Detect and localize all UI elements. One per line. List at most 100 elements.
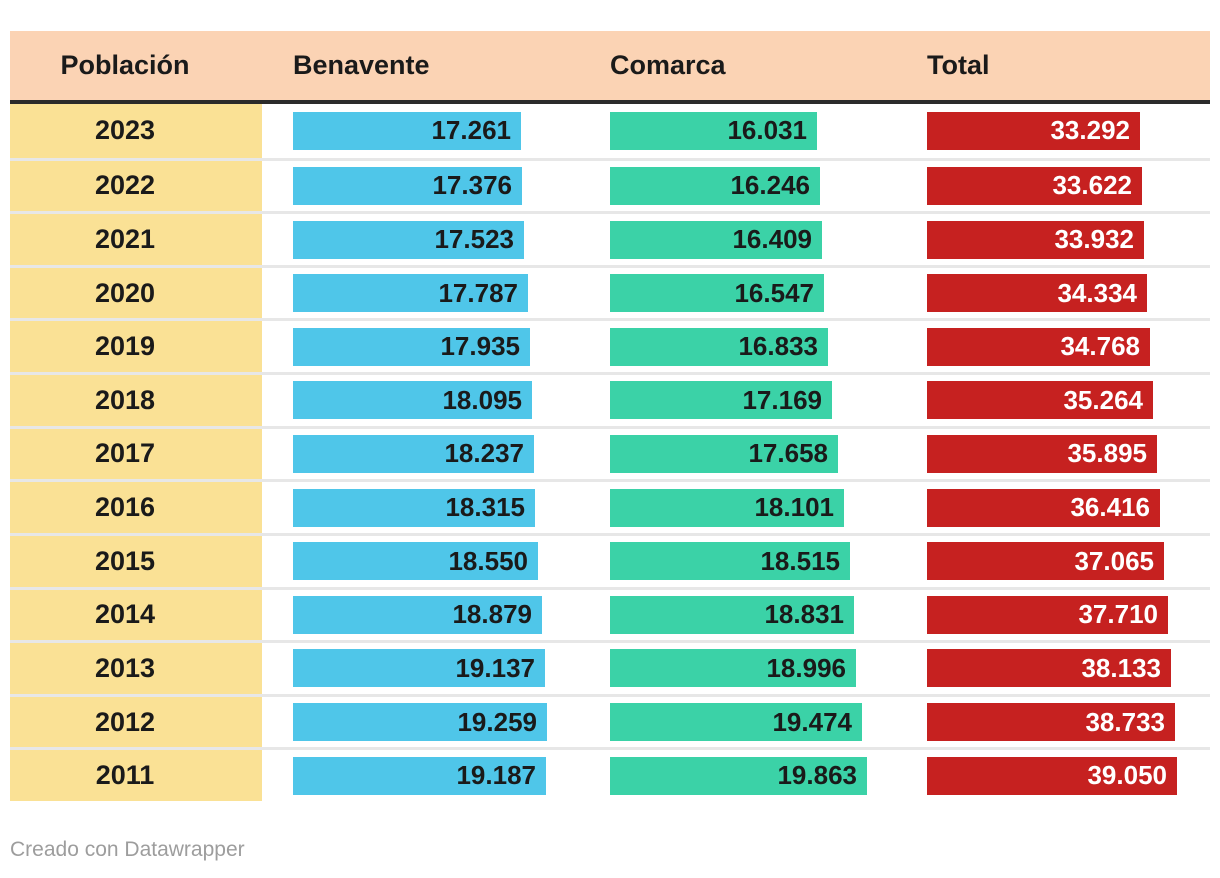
bar-value-label: 33.932 xyxy=(1054,224,1134,255)
benavente-bar: 17.523 xyxy=(293,220,524,259)
year-label: 2017 xyxy=(10,428,262,480)
bar-value-label: 18.101 xyxy=(754,492,834,523)
bar-value-label: 17.935 xyxy=(440,331,520,362)
table-row: 2017 18.237 17.658 35.895 xyxy=(10,425,1210,480)
bar-value-label: 38.133 xyxy=(1081,652,1161,683)
bar-value-label: 16.409 xyxy=(732,224,812,255)
benavente-bar: 17.261 xyxy=(293,111,521,150)
benavente-bar: 17.935 xyxy=(293,327,530,366)
year-label: 2015 xyxy=(10,535,262,587)
header-divider xyxy=(10,100,1210,104)
table-body: 2023 17.261 16.031 33.292 2022 17.376 16.246 33… xyxy=(10,104,1210,801)
bar-value-label: 17.261 xyxy=(431,115,511,146)
benavente-bar: 19.187 xyxy=(293,756,546,795)
column-header-benavente: Benavente xyxy=(293,50,430,80)
table-row: 2023 17.261 16.031 33.292 xyxy=(10,104,1210,158)
bar-value-label: 17.169 xyxy=(742,384,822,415)
comarca-bar: 19.863 xyxy=(610,756,867,795)
bar-value-label: 18.237 xyxy=(444,438,524,469)
total-bar: 38.133 xyxy=(927,649,1171,688)
table-row: 2020 17.787 16.547 34.334 xyxy=(10,264,1210,319)
bar-value-label: 18.315 xyxy=(445,492,525,523)
total-bar: 34.334 xyxy=(927,274,1147,313)
bar-value-label: 37.065 xyxy=(1074,545,1154,576)
year-label: 2021 xyxy=(10,214,262,265)
bar-value-label: 35.895 xyxy=(1067,438,1147,469)
table-row: 2019 17.935 16.833 34.768 xyxy=(10,318,1210,373)
total-bar: 35.895 xyxy=(927,434,1157,473)
bar-value-label: 37.710 xyxy=(1078,599,1158,630)
bar-value-label: 36.416 xyxy=(1070,492,1150,523)
comarca-bar: 16.409 xyxy=(610,220,822,259)
year-label: 2020 xyxy=(10,267,262,319)
bar-value-label: 19.474 xyxy=(772,706,852,737)
bar-value-label: 18.831 xyxy=(764,599,844,630)
bar-value-label: 16.547 xyxy=(734,277,814,308)
bar-value-label: 18.550 xyxy=(448,545,528,576)
total-bar: 38.733 xyxy=(927,703,1175,742)
year-label: 2013 xyxy=(10,643,262,694)
total-bar: 33.292 xyxy=(927,111,1140,150)
year-label: 2019 xyxy=(10,321,262,373)
bar-value-label: 17.787 xyxy=(438,277,518,308)
benavente-bar: 18.095 xyxy=(293,381,532,420)
bar-value-label: 19.187 xyxy=(456,760,536,791)
column-header-poblacion: Población xyxy=(60,50,190,80)
bar-value-label: 19.259 xyxy=(457,706,537,737)
column-header-comarca: Comarca xyxy=(610,50,726,80)
comarca-bar: 18.996 xyxy=(610,649,856,688)
benavente-bar: 18.550 xyxy=(293,542,538,581)
comarca-bar: 16.246 xyxy=(610,166,820,205)
benavente-bar: 18.237 xyxy=(293,434,534,473)
datawrapper-attribution: Creado con Datawrapper xyxy=(10,838,245,861)
bar-value-label: 19.137 xyxy=(455,652,535,683)
total-bar: 36.416 xyxy=(927,488,1160,527)
total-bar: 33.622 xyxy=(927,166,1142,205)
total-bar: 35.264 xyxy=(927,381,1153,420)
table-header: Población Benavente Comarca Total xyxy=(10,31,1210,100)
bar-value-label: 16.031 xyxy=(727,115,807,146)
comarca-bar: 17.658 xyxy=(610,434,838,473)
bar-value-label: 38.733 xyxy=(1085,706,1165,737)
year-label: 2011 xyxy=(10,750,262,801)
benavente-bar: 19.137 xyxy=(293,649,545,688)
benavente-bar: 18.879 xyxy=(293,595,542,634)
bar-value-label: 17.523 xyxy=(434,224,514,255)
total-bar: 33.932 xyxy=(927,220,1144,259)
comarca-bar: 19.474 xyxy=(610,703,862,742)
comarca-bar: 16.031 xyxy=(610,111,817,150)
table-row: 2016 18.315 18.101 36.416 xyxy=(10,479,1210,533)
year-label: 2016 xyxy=(10,482,262,533)
bar-value-label: 33.622 xyxy=(1052,170,1132,201)
total-bar: 37.065 xyxy=(927,542,1164,581)
bar-value-label: 18.095 xyxy=(442,384,522,415)
comarca-bar: 18.515 xyxy=(610,542,850,581)
year-label: 2018 xyxy=(10,375,262,426)
table-row: 2015 18.550 18.515 37.065 xyxy=(10,532,1210,587)
table-row: 2012 19.259 19.474 38.733 xyxy=(10,693,1210,748)
table-row: 2022 17.376 16.246 33.622 xyxy=(10,157,1210,212)
total-bar: 34.768 xyxy=(927,327,1150,366)
year-label: 2014 xyxy=(10,589,262,641)
bar-value-label: 18.879 xyxy=(452,599,532,630)
bar-value-label: 34.334 xyxy=(1057,277,1137,308)
bar-value-label: 16.833 xyxy=(738,331,818,362)
bar-value-label: 16.246 xyxy=(730,170,810,201)
bar-value-label: 39.050 xyxy=(1087,760,1167,791)
table-row: 2011 19.187 19.863 39.050 xyxy=(10,747,1210,801)
column-header-total: Total xyxy=(927,50,990,80)
bar-value-label: 33.292 xyxy=(1050,115,1130,146)
comarca-bar: 17.169 xyxy=(610,381,832,420)
comarca-bar: 18.831 xyxy=(610,595,854,634)
bar-value-label: 18.515 xyxy=(760,545,840,576)
table-row: 2013 19.137 18.996 38.133 xyxy=(10,640,1210,694)
benavente-bar: 19.259 xyxy=(293,703,547,742)
benavente-bar: 17.787 xyxy=(293,274,528,313)
comarca-bar: 18.101 xyxy=(610,488,844,527)
benavente-bar: 17.376 xyxy=(293,166,522,205)
bar-value-label: 18.996 xyxy=(766,652,846,683)
table-row: 2021 17.523 16.409 33.932 xyxy=(10,211,1210,265)
bar-value-label: 17.658 xyxy=(748,438,828,469)
year-label: 2022 xyxy=(10,160,262,212)
bar-value-label: 34.768 xyxy=(1060,331,1140,362)
